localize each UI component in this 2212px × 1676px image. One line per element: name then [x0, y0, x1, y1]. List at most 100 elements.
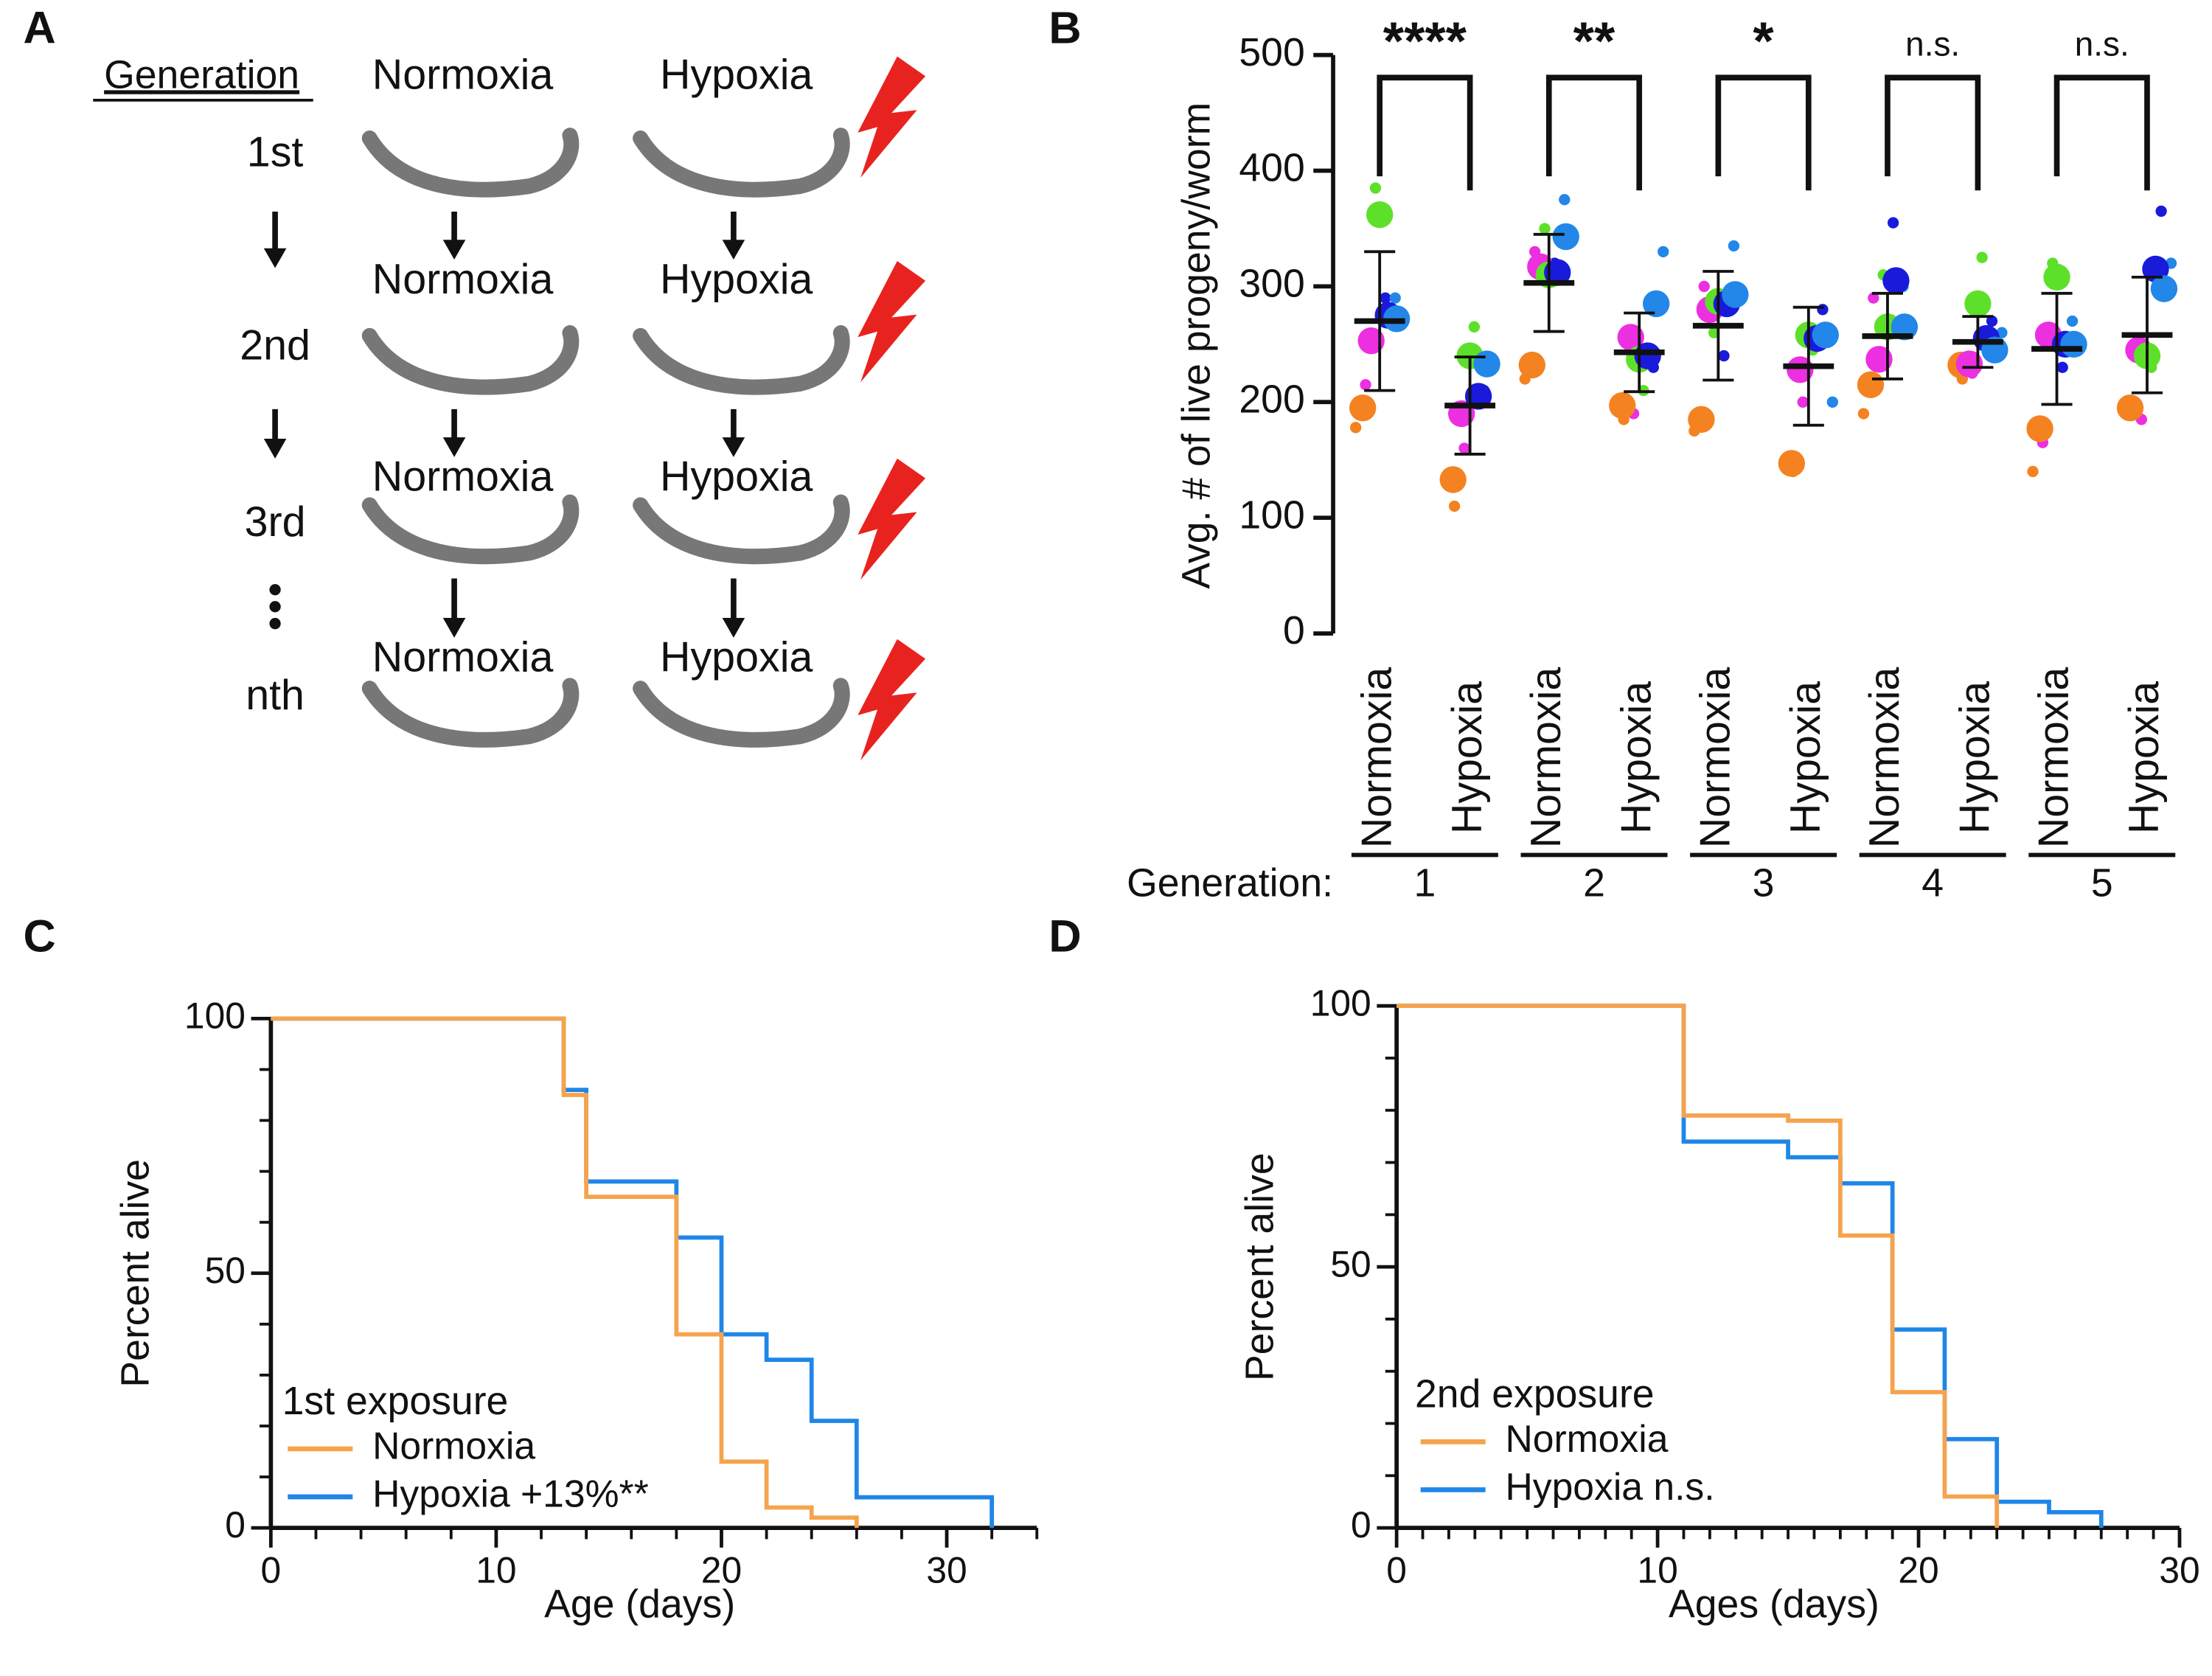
significance-label: n.s.: [1905, 24, 1960, 63]
condition-label: Hypoxia: [660, 453, 813, 501]
legend-label: Hypoxia +13%**: [372, 1472, 649, 1515]
arrow-head: [442, 240, 466, 260]
arrow-head: [722, 437, 745, 457]
x-tick-label: 20: [701, 1549, 742, 1590]
x-tick-label: 20: [1898, 1549, 1938, 1590]
y-tick-label: 400: [1239, 147, 1304, 190]
small-dot: [1559, 194, 1571, 206]
arrow-head: [722, 618, 745, 638]
generation-label: 3rd: [245, 498, 306, 546]
y-tick-label: 0: [1351, 1504, 1371, 1545]
x-tick-label: 10: [1637, 1549, 1677, 1590]
small-dot: [1389, 292, 1401, 304]
replicate-dot: [1518, 351, 1545, 379]
x-tick-label: 30: [2159, 1549, 2199, 1590]
worm: [633, 494, 850, 565]
small-dot: [1468, 321, 1481, 333]
small-dot: [1826, 396, 1838, 408]
small-dot: [1887, 217, 1899, 229]
small-dot: [2066, 315, 2079, 327]
survival-curve: [1397, 1004, 2104, 1529]
y-tick-label: 300: [1239, 262, 1304, 306]
legend-label: Normoxia: [372, 1425, 535, 1467]
y-tick-label: 100: [1239, 493, 1304, 537]
y-axis-label: Percent alive: [1239, 1152, 1282, 1381]
x-tick-label: Hypoxia: [2121, 681, 2168, 834]
replicate-dot: [2043, 263, 2070, 291]
small-dot: [2027, 465, 2039, 478]
replicate-dot: [1642, 290, 1670, 318]
replicate-dot: [1617, 324, 1644, 351]
worm: [633, 325, 850, 395]
x-tick-label: Hypoxia: [1444, 681, 1491, 834]
condition-label: Normoxia: [372, 51, 554, 98]
group-label: 4: [1921, 862, 1944, 905]
significance-bracket: [1715, 74, 1812, 191]
y-axis-label: Percent alive: [114, 1159, 158, 1388]
replicate-dot: [1812, 321, 1839, 349]
small-dot: [1817, 304, 1829, 316]
group-label: 5: [2091, 862, 2113, 905]
small-dot: [1360, 379, 1371, 391]
significance-bracket: [1545, 74, 1643, 191]
legend-title: 2nd exposure: [1415, 1372, 1655, 1416]
significance-label: *: [1753, 11, 1774, 71]
worm: [361, 325, 580, 395]
x-tick-label: Normoxia: [1692, 667, 1739, 849]
x-tick-label: Hypoxia: [1782, 681, 1829, 834]
panel-label: D: [1048, 911, 1081, 961]
condition-label: Normoxia: [372, 256, 554, 303]
panel-label: B: [1048, 2, 1081, 52]
arrow-head: [263, 248, 287, 268]
significance-bracket: [1377, 74, 1473, 191]
ellipsis-dot: [269, 618, 281, 630]
x-tick-label: 0: [1386, 1549, 1407, 1590]
small-dot: [2056, 361, 2068, 373]
replicate-dot: [1778, 450, 1806, 477]
group-label: 1: [1413, 862, 1436, 905]
small-dot: [1539, 223, 1551, 234]
x-tick-label: 0: [261, 1549, 282, 1590]
x-axis-label: Age (days): [544, 1582, 735, 1626]
y-axis-label: Avg. # of live progeny/worm: [1175, 102, 1218, 589]
replicate-dot: [1865, 346, 1893, 373]
replicate-dot: [1964, 290, 1992, 318]
worm: [361, 128, 580, 198]
y-tick-label: 500: [1239, 31, 1304, 74]
survival-curve: [271, 1016, 859, 1529]
replicate-dot: [1882, 267, 1910, 294]
panel-label: C: [23, 911, 55, 961]
generation-label: 1st: [247, 129, 304, 176]
y-tick-label: 0: [1283, 609, 1305, 653]
generation-header: Generation: [104, 53, 299, 97]
y-tick-label: 50: [205, 1250, 246, 1291]
condition-label: Normoxia: [372, 634, 554, 681]
small-dot: [1986, 315, 1998, 327]
small-dot: [1658, 246, 1669, 257]
legend-label: Normoxia: [1505, 1417, 1668, 1460]
arrow-head: [263, 439, 287, 459]
ellipsis-dot: [269, 601, 281, 613]
group-axis-label: Generation:: [1127, 862, 1333, 905]
small-dot: [1448, 500, 1461, 512]
significance-label: **: [1573, 11, 1615, 71]
small-dot: [1349, 422, 1362, 434]
small-dot: [1797, 396, 1809, 408]
replicate-dot: [1357, 327, 1385, 355]
replicate-dot: [2116, 394, 2144, 422]
significance-label: n.s.: [2075, 24, 2129, 63]
replicate-dot: [1722, 281, 1749, 308]
small-dot: [1857, 408, 1870, 420]
x-tick-label: Normoxia: [1523, 667, 1570, 849]
arrow-head: [442, 437, 466, 457]
significance-bracket: [2053, 74, 2150, 191]
replicate-dot: [1787, 356, 1814, 383]
panel-label: A: [23, 2, 55, 52]
y-tick-label: 0: [225, 1504, 246, 1545]
lightning: [858, 260, 926, 383]
legend-label: Hypoxia n.s.: [1505, 1465, 1714, 1508]
small-dot: [1868, 292, 1879, 304]
replicate-dot: [2026, 415, 2053, 442]
